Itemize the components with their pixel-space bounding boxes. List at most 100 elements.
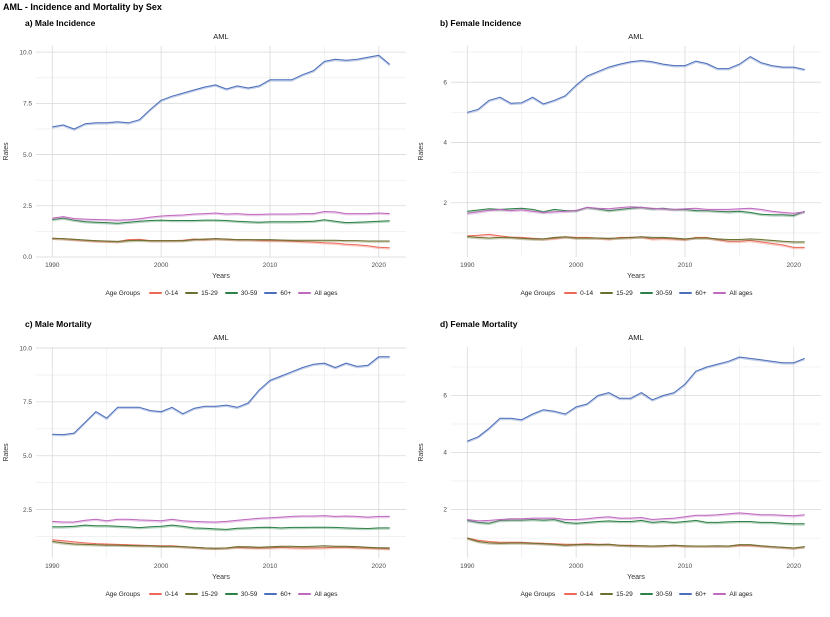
series-line-15-29 xyxy=(52,540,390,549)
legend-label: All ages xyxy=(314,590,338,598)
legend-title: Age Groups xyxy=(105,289,141,297)
legend-swatch-icon xyxy=(639,292,653,294)
legend-swatch-icon xyxy=(600,292,614,294)
subplot-title: AML xyxy=(628,333,643,342)
series-line-15-29 xyxy=(467,236,805,243)
legend-label: 15-29 xyxy=(616,590,633,598)
legend-title: Age Groups xyxy=(105,590,141,598)
panel-b-title: b) Female Incidence xyxy=(440,18,522,28)
y-tick-label: 4 xyxy=(443,140,447,147)
legend-item-15-29: 15-29 xyxy=(185,290,218,297)
legend-item-60+: 60+ xyxy=(264,290,291,297)
panel-c: c) Male Mortality AML 2.5 5.0 7.5 10.0 1990 20… xyxy=(0,315,415,616)
x-tick-label: 2000 xyxy=(154,563,169,570)
series-echo-60+ xyxy=(466,356,806,443)
series-line-60+ xyxy=(52,356,390,436)
legend-label: 15-29 xyxy=(201,289,218,297)
y-tick-label: 5.0 xyxy=(23,453,32,460)
legend-swatch-icon xyxy=(185,593,199,595)
legend-item-30-59: 30-59 xyxy=(224,290,257,297)
legend-item-0-14: 0-14 xyxy=(564,290,593,297)
y-tick-label: 2.5 xyxy=(23,203,32,210)
series-line-All ages xyxy=(52,211,390,221)
legend-swatch-icon xyxy=(298,593,312,595)
x-tick-label: 1990 xyxy=(460,563,475,570)
series-echo-30-59 xyxy=(52,217,390,225)
legend-label: 30-59 xyxy=(240,590,258,598)
x-tick-label: 2010 xyxy=(263,262,278,269)
legend-item-30-59: 30-59 xyxy=(224,590,258,598)
legend-item-All ages: All ages xyxy=(298,590,338,598)
series-echo-60+ xyxy=(467,56,805,115)
x-tick-label: 1990 xyxy=(460,262,475,269)
legend-item-15-29: 15-29 xyxy=(600,290,633,297)
series-line-All ages xyxy=(467,206,805,214)
chart-male-mortality: AML 2.5 5.0 7.5 10.0 1990 2000 2010 2020 Years Rat… xyxy=(3,333,406,581)
legend-title: Age Groups xyxy=(520,289,556,297)
legend-swatch-icon xyxy=(264,593,278,595)
legend-label: 15-29 xyxy=(201,590,218,598)
x-tick-label: 2020 xyxy=(372,262,387,269)
figure-title: AML - Incidence and Mortality by Sex xyxy=(3,2,162,12)
series-echo-15-29 xyxy=(52,238,390,244)
series-echo-All ages xyxy=(467,512,805,523)
legend-item-All ages: All ages xyxy=(713,591,753,598)
legend-swatch-icon xyxy=(713,292,727,294)
series-echo-15-29 xyxy=(467,236,805,244)
legend-swatch-icon xyxy=(224,593,238,595)
panel-a: a) Male Incidence AML 0.0 2.5 5.0 7.5 10.0 199… xyxy=(0,14,415,315)
panel-grid: a) Male Incidence AML 0.0 2.5 5.0 7.5 10.0 199… xyxy=(0,14,830,617)
legend-item-60+: 60+ xyxy=(679,591,706,598)
panel-a-title: a) Male Incidence xyxy=(25,18,96,28)
y-tick-label: 7.5 xyxy=(23,399,32,406)
x-tick-label: 2020 xyxy=(787,262,802,269)
panel-b: b) Female Incidence AML 2 4 6 1990 2000 2010 20… xyxy=(415,14,830,315)
series-line-60+ xyxy=(52,54,391,130)
legend-item-60+: 60+ xyxy=(679,290,706,297)
y-axis-label: Rates xyxy=(3,443,10,462)
series-line-30-59 xyxy=(52,524,390,530)
legend-label: 0-14 xyxy=(165,590,179,598)
legend-title: Age Groups xyxy=(520,590,556,598)
series-echo-30-59 xyxy=(467,519,805,526)
x-tick-label: 2020 xyxy=(372,563,387,570)
series-echo-15-29 xyxy=(466,537,805,550)
x-axis-label: Years xyxy=(627,273,645,280)
x-tick-label: 2000 xyxy=(569,563,584,570)
legend-swatch-icon xyxy=(185,292,199,294)
legend-label: 0-14 xyxy=(580,590,594,598)
legend-item-All ages: All ages xyxy=(713,290,753,297)
y-tick-label: 2 xyxy=(443,200,447,207)
series-echo-0-14 xyxy=(52,238,390,250)
subplot-title: AML xyxy=(213,32,228,41)
legend-item-0-14: 0-14 xyxy=(149,591,178,598)
y-tick-label: 4 xyxy=(443,450,447,457)
legend-label: 60+ xyxy=(280,590,292,598)
series-echo-All ages xyxy=(52,515,390,524)
series-echo-60+ xyxy=(52,55,391,131)
legend-b: Age Groups 0-14 15-29 30-59 60+ All ages xyxy=(415,285,830,301)
x-tick-label: 2010 xyxy=(678,563,693,570)
chart-female-incidence: AML 2 4 6 1990 2000 2010 2020 Years Rates xyxy=(418,32,821,280)
panel-c-title: c) Male Mortality xyxy=(25,319,92,329)
y-tick-label: 0.0 xyxy=(23,254,32,261)
legend-label: 30-59 xyxy=(655,289,673,297)
legend-swatch-icon xyxy=(298,292,312,294)
legend-item-15-29: 15-29 xyxy=(600,591,633,598)
y-tick-label: 5.0 xyxy=(23,152,32,159)
x-axis-label: Years xyxy=(212,574,230,581)
legend-item-60+: 60+ xyxy=(264,591,291,598)
series-line-15-29 xyxy=(52,237,390,242)
legend-label: 60+ xyxy=(695,590,707,598)
series-echo-30-59 xyxy=(467,207,806,218)
series-line-30-59 xyxy=(52,217,390,224)
legend-swatch-icon xyxy=(639,593,653,595)
legend-c: Age Groups 0-14 15-29 30-59 60+ All ages xyxy=(0,586,415,602)
series-echo-30-59 xyxy=(52,524,390,532)
y-axis-label: Rates xyxy=(418,142,425,161)
series-line-All ages xyxy=(52,515,390,523)
legend-swatch-icon xyxy=(224,292,238,294)
legend-label: 30-59 xyxy=(655,590,673,598)
y-tick-label: 2.5 xyxy=(23,507,32,514)
